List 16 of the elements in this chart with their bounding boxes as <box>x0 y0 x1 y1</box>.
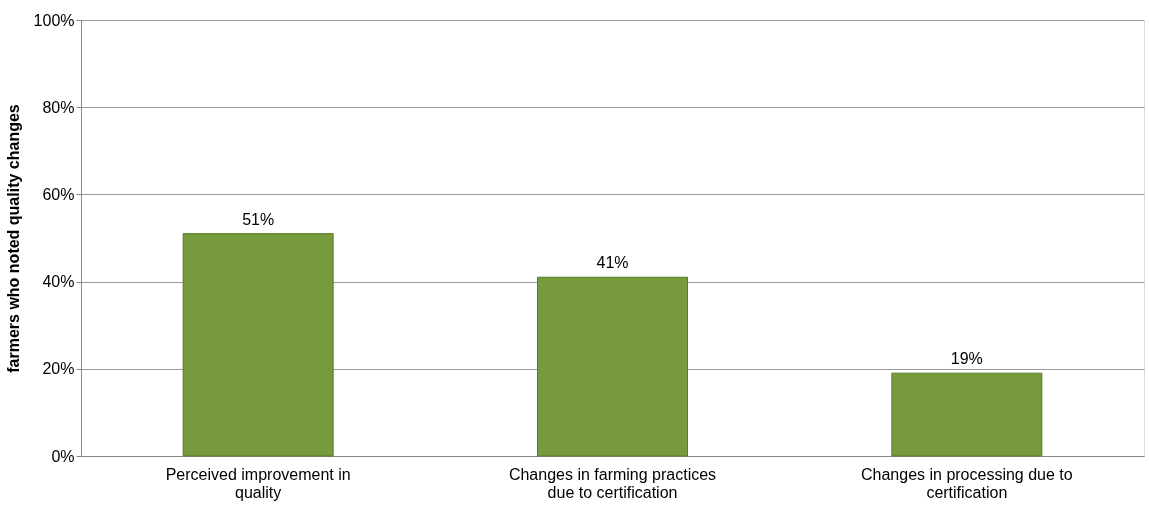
y-tick-label: 80% <box>42 98 75 116</box>
bar <box>891 372 1043 457</box>
y-axis-title: farmers who noted quality changes <box>4 104 22 373</box>
y-tick-label: 40% <box>42 273 75 291</box>
y-tick-label: 20% <box>42 360 75 378</box>
data-label: 41% <box>596 254 629 272</box>
data-label: 51% <box>242 210 275 228</box>
y-tick-label: 60% <box>42 185 75 203</box>
bar <box>537 276 688 457</box>
x-tick-label: Changes in farming practices due to certification <box>508 465 717 501</box>
y-tick-label: 0% <box>51 447 75 465</box>
x-tick-label: Perceived improvement in quality <box>165 465 351 501</box>
bar <box>182 233 334 457</box>
data-label: 19% <box>950 350 983 368</box>
x-tick-label: Changes in processing due to certification <box>860 465 1073 501</box>
y-tick-label: 100% <box>33 11 75 29</box>
